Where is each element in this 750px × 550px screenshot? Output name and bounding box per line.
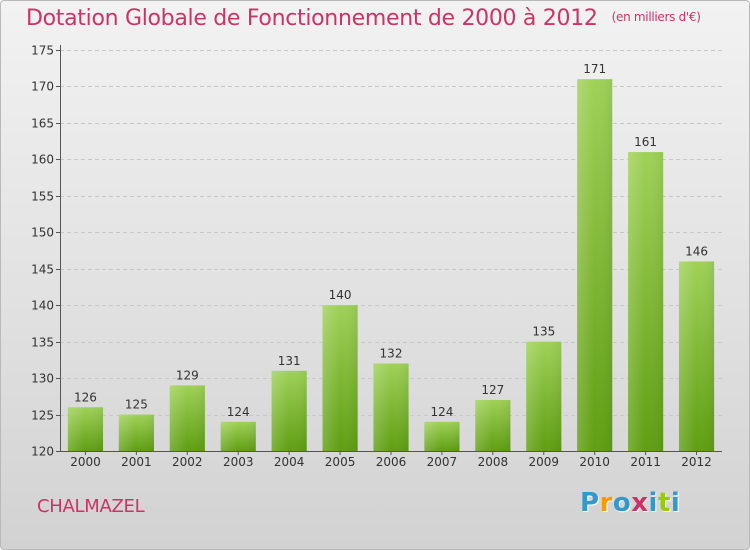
- y-tick-label: 140: [31, 299, 54, 313]
- y-tick-label: 175: [31, 44, 54, 58]
- data-label-2007: 124: [430, 405, 453, 419]
- bar-shade-2008: [475, 399, 511, 451]
- data-label-2001: 125: [125, 398, 148, 412]
- chart-subtitle: (en milliers d'€): [611, 10, 701, 24]
- x-tick-label-2005: 2005: [325, 455, 356, 469]
- logo-letter: i: [670, 488, 681, 518]
- commune-name: CHALMAZEL: [37, 496, 145, 517]
- x-tick-label-2007: 2007: [427, 455, 458, 469]
- proxiti-logo: Proxiti: [580, 488, 680, 518]
- bar-shade-2004: [271, 370, 307, 451]
- y-tick-label: 135: [31, 336, 54, 350]
- data-label-2009: 135: [532, 325, 555, 339]
- x-tick-label-2001: 2001: [121, 455, 152, 469]
- bar-shade-2011: [628, 152, 664, 451]
- y-tick-label: 165: [31, 117, 54, 131]
- bar-shade-2001: [118, 414, 154, 451]
- y-tick-label: 120: [31, 445, 54, 459]
- chart-title: Dotation Globale de Fonctionnement de 20…: [26, 6, 701, 31]
- logo-letter: r: [599, 488, 613, 518]
- logo-letter: i: [648, 488, 658, 518]
- x-tick-label-2003: 2003: [223, 455, 254, 469]
- label-layer: 126 2000 125 2001 129 2002 124 2003 131 2004 140 20…: [70, 62, 712, 469]
- x-tick-label-2004: 2004: [274, 455, 305, 469]
- bar-shade-2003: [220, 421, 256, 451]
- y-tick-label: 160: [31, 153, 54, 167]
- x-tick-label-2000: 2000: [70, 455, 101, 469]
- bar-shade-2012: [678, 261, 715, 451]
- y-tick-label: 150: [31, 226, 54, 240]
- x-tick-label-2006: 2006: [376, 455, 407, 469]
- bar-shade-2000: [67, 407, 104, 451]
- data-label-2000: 126: [74, 390, 97, 404]
- x-tick-label-2002: 2002: [172, 455, 203, 469]
- data-label-2002: 129: [176, 368, 199, 382]
- data-label-2012: 146: [685, 244, 708, 258]
- logo-letter: t: [657, 488, 671, 518]
- logo-letter: x: [631, 488, 649, 518]
- data-label-2008: 127: [481, 383, 504, 397]
- x-tick-label-2008: 2008: [478, 455, 509, 469]
- data-label-2010: 171: [583, 62, 606, 76]
- x-tick-label-2012: 2012: [681, 455, 712, 469]
- data-label-2004: 131: [278, 354, 301, 368]
- x-tick-label-2009: 2009: [528, 455, 559, 469]
- axis-layer: 120 125 130 135 140 145 150 155 160 165 170 175: [31, 44, 722, 459]
- y-tick-label: 170: [31, 80, 54, 94]
- y-tick-label: 155: [31, 190, 54, 204]
- y-tick-label: 125: [31, 409, 54, 423]
- data-label-2003: 124: [227, 405, 250, 419]
- bar-shade-2006: [373, 363, 409, 451]
- data-label-2005: 140: [329, 288, 352, 302]
- logo-letter: o: [612, 488, 632, 518]
- bar-shade-2002: [169, 385, 205, 451]
- chart-title-text: Dotation Globale de Fonctionnement de 20…: [26, 6, 598, 31]
- logo-letter: P: [580, 488, 600, 518]
- bar-layer: [67, 79, 715, 451]
- y-tick-label: 130: [31, 372, 54, 386]
- y-tick-label: 145: [31, 263, 54, 277]
- bar-shade-2010: [577, 79, 613, 451]
- data-label-2006: 132: [380, 347, 403, 361]
- data-label-2011: 161: [634, 135, 657, 149]
- bar-shade-2007: [424, 421, 460, 451]
- x-tick-label-2011: 2011: [630, 455, 661, 469]
- x-tick-label-2010: 2010: [579, 455, 610, 469]
- bar-shade-2009: [526, 341, 562, 451]
- bar-shade-2005: [322, 305, 358, 451]
